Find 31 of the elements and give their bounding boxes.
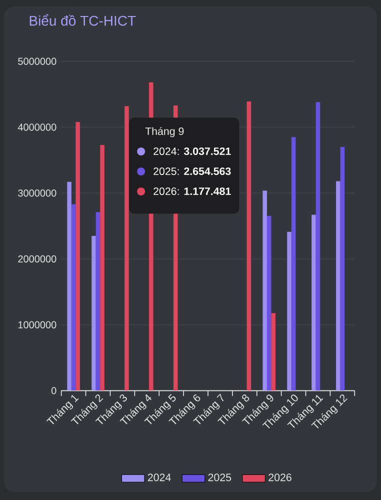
annotation: 2026: 1.177.481: [154, 187, 231, 196]
y-tick-label: 2000000: [18, 255, 56, 262]
bar: [92, 236, 96, 391]
y-tick-label: 5000000: [18, 58, 56, 65]
bar: [340, 146, 345, 391]
bar: [96, 212, 100, 391]
y-tick-label: 0: [51, 387, 56, 394]
bar: [287, 232, 292, 391]
bar: [67, 182, 72, 391]
bar: [100, 144, 104, 391]
y-tick-label: 3000000: [18, 190, 56, 197]
legend-label: 2024: [148, 474, 171, 482]
bar: [266, 216, 272, 391]
annotation: 2025: 2.654.563: [154, 167, 231, 176]
bar: [316, 102, 320, 391]
bar: [71, 204, 76, 391]
legend-label: 2025: [208, 474, 232, 482]
bar: [246, 102, 252, 391]
y-tick-label: 1000000: [18, 321, 56, 328]
bar: [271, 313, 276, 391]
legend-label: 2026: [268, 474, 292, 482]
y-tick-label: 4000000: [18, 124, 56, 131]
annotation: 2024: 3.037.521: [154, 147, 231, 156]
bar: [336, 181, 340, 391]
bar: [76, 122, 80, 391]
bar: [262, 190, 267, 391]
bar: [124, 106, 129, 391]
bar: [312, 214, 316, 391]
annotation: Tháng 9: [145, 127, 184, 138]
bar: [291, 137, 296, 391]
chart-title: Biểu đồ TC-HICT: [30, 14, 136, 26]
